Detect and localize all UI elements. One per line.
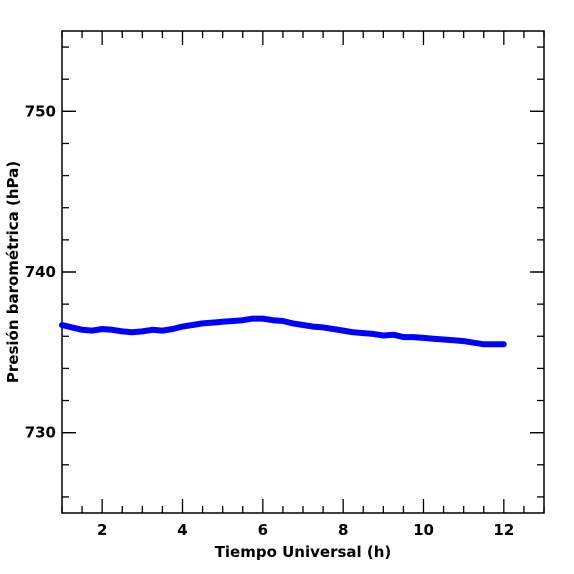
data-point [210,320,216,326]
y-tick-labels: 730 740 750 [25,102,56,441]
data-point [169,326,176,332]
data-point [501,341,507,347]
y-tick-label: 750 [25,102,56,120]
x-tick-label: 2 [97,521,107,539]
x-tick-label: 6 [258,521,268,539]
y-axis-title: Presión barométrica (hPa) [4,161,22,383]
data-point [360,330,366,336]
data-point [270,317,276,323]
data-point [89,328,95,334]
data-point [149,327,155,333]
data-point [390,332,396,338]
data-point [179,324,186,330]
data-point [129,329,135,335]
data-point [189,322,196,328]
data-point [461,338,467,344]
data-point [410,334,417,340]
data-point [290,320,296,327]
data-point [370,331,376,337]
data-point [240,317,246,323]
data-point [159,328,166,334]
data-point [350,329,356,335]
data-point [250,315,256,322]
data-point [230,318,236,324]
data-point [199,320,206,327]
data-point [430,336,437,342]
data-point [79,327,85,333]
data-point [340,328,346,334]
data-point [380,332,386,339]
data-point [119,328,125,335]
data-point [400,334,407,340]
x-axis-title: Tiempo Universal (h) [215,543,392,561]
data-point [220,319,226,325]
plot-frame [61,30,545,514]
x-tick-label: 8 [338,521,348,539]
axis-ticks [61,31,545,513]
data-series [59,315,507,348]
x-tick-labels: 2 4 6 8 10 12 [97,521,514,539]
data-point [330,326,336,332]
data-point [59,322,65,328]
data-point [139,328,145,335]
data-point [109,327,115,333]
y-tick-label: 730 [25,424,56,442]
data-point [420,335,427,341]
data-point [280,318,286,324]
data-point [481,341,487,347]
data-point [451,337,457,343]
y-tick-label: 740 [25,263,56,281]
x-tick-label: 12 [493,521,514,539]
x-tick-label: 4 [177,521,187,539]
data-point [440,336,447,343]
data-point [99,326,105,332]
data-point [260,315,266,322]
data-point [300,322,306,328]
data-point [491,341,497,347]
x-tick-label: 10 [413,521,434,539]
data-point [310,324,316,330]
data-point [69,324,75,331]
data-point [471,340,477,346]
data-point [320,324,326,331]
